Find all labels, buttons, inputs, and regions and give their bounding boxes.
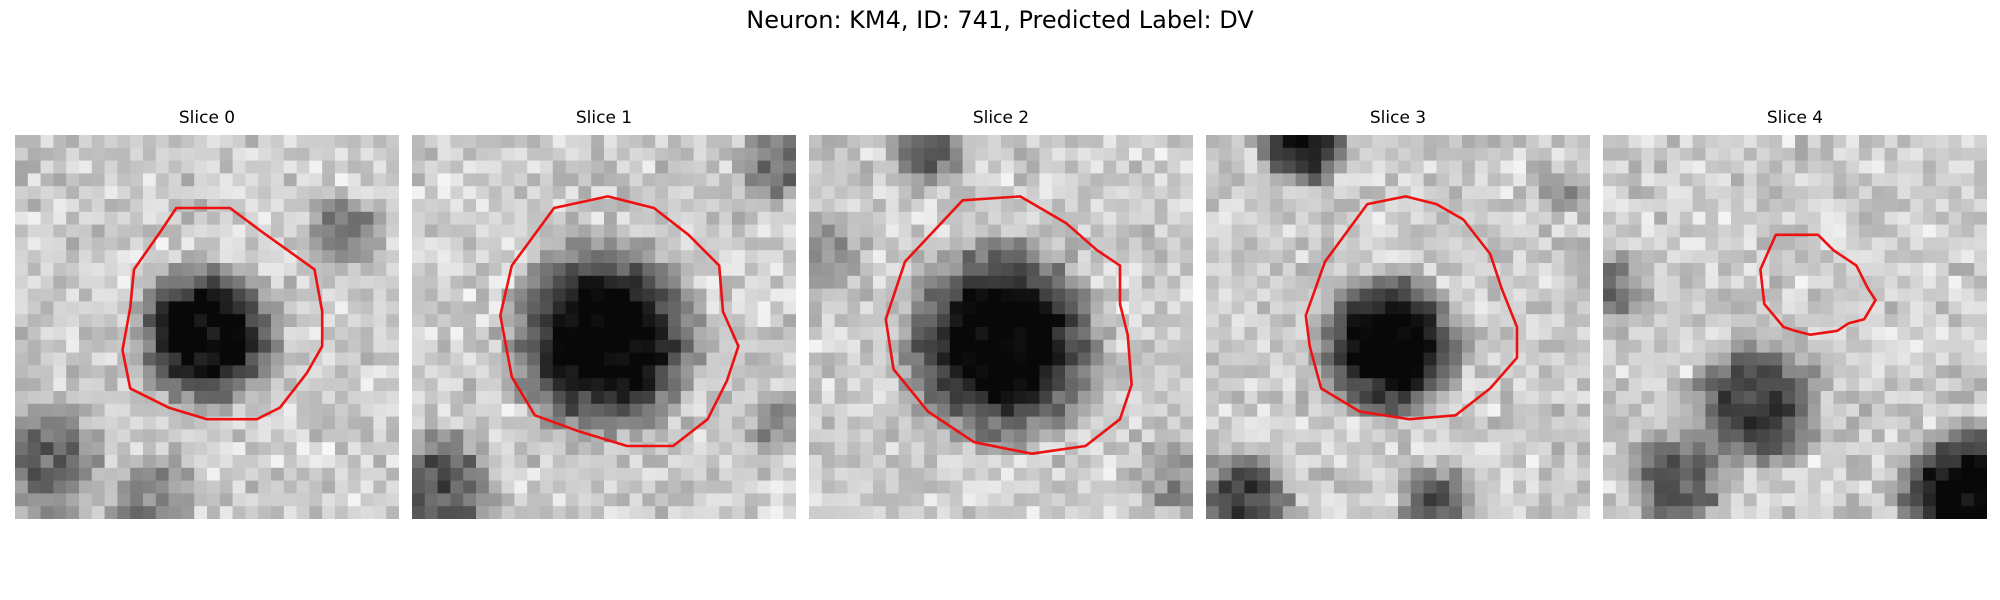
slice-title-0: Slice 0	[178, 108, 236, 128]
slice-image-2	[809, 135, 1193, 519]
slice-title-4: Slice 4	[1766, 108, 1824, 128]
pixel-grid	[1206, 135, 1590, 519]
segmentation-contour	[1304, 195, 1519, 421]
segmentation-contour	[121, 206, 324, 421]
pixel-grid	[15, 135, 399, 519]
pixel-grid	[809, 135, 1193, 519]
slice-title-1: Slice 1	[575, 108, 633, 128]
slice-title-2: Slice 2	[972, 108, 1030, 128]
pixel-grid	[412, 135, 796, 519]
segmentation-contour	[1759, 233, 1877, 336]
slice-image-4	[1603, 135, 1987, 519]
segmentation-contour	[884, 195, 1133, 456]
slice-image-1	[412, 135, 796, 519]
segmentation-contour	[499, 195, 740, 448]
figure-title: Neuron: KM4, ID: 741, Predicted Label: D…	[746, 6, 1254, 34]
slice-title-3: Slice 3	[1369, 108, 1427, 128]
slice-image-3	[1206, 135, 1590, 519]
slice-image-0	[15, 135, 399, 519]
pixel-grid	[1603, 135, 1987, 519]
